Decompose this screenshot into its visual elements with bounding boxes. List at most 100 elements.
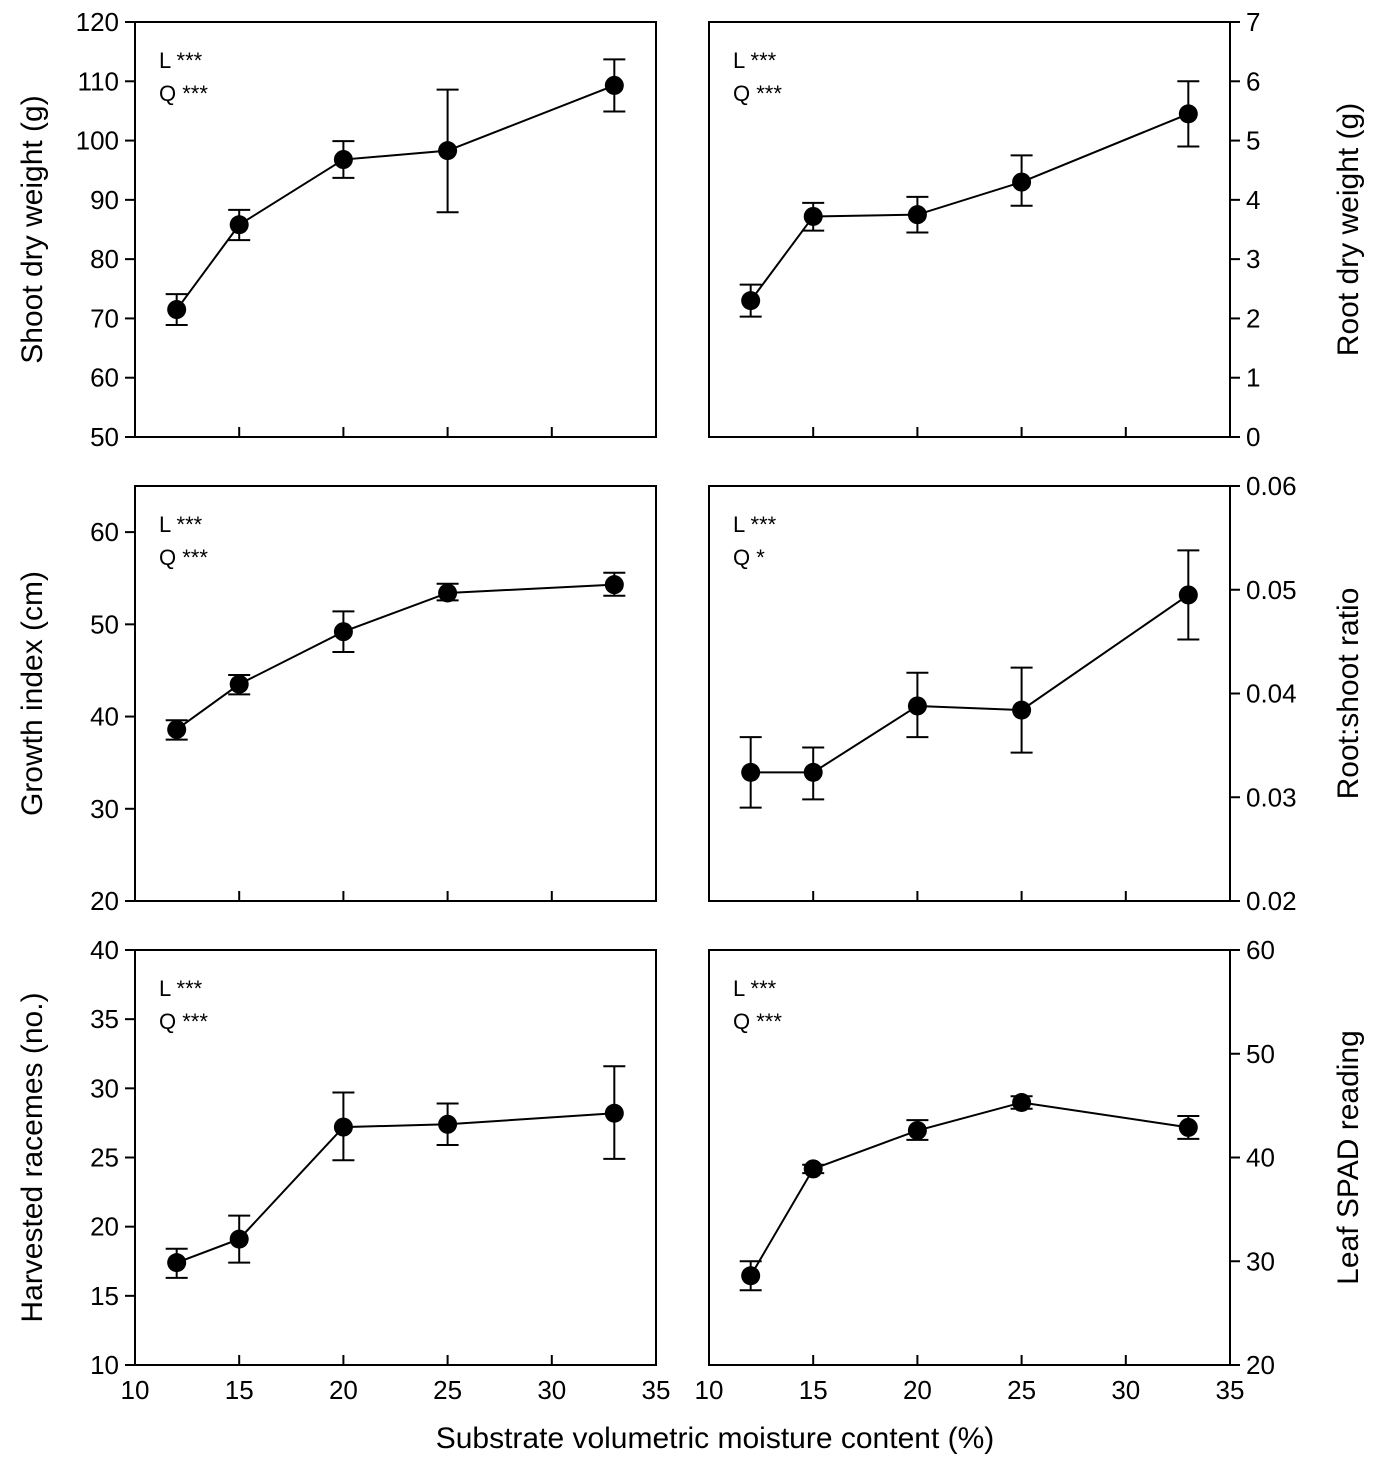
data-point bbox=[229, 1229, 249, 1249]
series-line bbox=[749, 1101, 1189, 1277]
y-tick-label: 120 bbox=[76, 7, 119, 37]
y-tick-label: 0.02 bbox=[1246, 886, 1297, 916]
data-point bbox=[741, 1266, 761, 1286]
series-line bbox=[749, 112, 1189, 302]
y-tick-label: 1 bbox=[1246, 363, 1260, 393]
x-tick-label: 30 bbox=[537, 1375, 566, 1405]
y-tick-label: 100 bbox=[76, 126, 119, 156]
plot-frame bbox=[708, 949, 1231, 1366]
x-tick-label: 35 bbox=[642, 1375, 671, 1405]
x-tick-label: 20 bbox=[903, 1375, 932, 1405]
data-point bbox=[229, 674, 249, 694]
panel-shoot: 50 60 70 80 90 100 110 120 Shoot dry weight (g) L… bbox=[16, 7, 657, 452]
data-point bbox=[333, 150, 353, 170]
significance-annotation: L *** bbox=[733, 512, 777, 537]
data-point bbox=[333, 1117, 353, 1137]
y-tick-label: 0 bbox=[1246, 422, 1260, 452]
y-tick-label: 25 bbox=[90, 1143, 119, 1173]
y-tick-label: 2 bbox=[1246, 303, 1260, 333]
data-point bbox=[1178, 585, 1198, 605]
y-axis-title: Root:shoot ratio bbox=[1332, 588, 1365, 800]
y-tick-label: 110 bbox=[78, 66, 119, 96]
y-tick-label: 35 bbox=[90, 1004, 119, 1034]
y-tick-label: 70 bbox=[90, 303, 119, 333]
x-axis-label: Substrate volumetric moisture content (%… bbox=[436, 1422, 995, 1455]
panel-root: 0 1 2 3 4 5 6 7 Root dry weight (g) L *** Q *** bbox=[708, 7, 1365, 452]
plot-frame bbox=[134, 21, 657, 438]
data-point bbox=[438, 141, 458, 161]
data-point bbox=[1012, 700, 1032, 720]
y-tick-label: 30 bbox=[1246, 1246, 1275, 1276]
series-line bbox=[176, 583, 615, 731]
data-point bbox=[1178, 1117, 1198, 1137]
significance-annotation: Q *** bbox=[733, 81, 782, 106]
data-point bbox=[741, 291, 761, 311]
y-tick-label: 30 bbox=[90, 794, 119, 824]
y-axis-title: Leaf SPAD reading bbox=[1332, 1030, 1365, 1285]
y-tick-label: 60 bbox=[1246, 935, 1275, 965]
significance-annotation: L *** bbox=[159, 48, 203, 73]
data-point bbox=[1012, 172, 1032, 192]
significance-annotation: Q * bbox=[733, 545, 765, 570]
y-axis-title: Harvested racemes (no.) bbox=[16, 992, 49, 1322]
x-tick-label: 15 bbox=[225, 1375, 254, 1405]
panel-racemes: 10 15 20 25 30 35 10 15 20 25 30 35 40 Harvested race… bbox=[16, 935, 670, 1405]
x-tick-label: 30 bbox=[1111, 1375, 1140, 1405]
significance-annotation: Q *** bbox=[159, 1009, 208, 1034]
data-point bbox=[1012, 1093, 1032, 1113]
y-tick-label: 7 bbox=[1246, 7, 1260, 37]
significance-annotation: Q *** bbox=[159, 81, 208, 106]
data-point bbox=[803, 206, 823, 226]
plot-frame bbox=[134, 485, 657, 902]
y-tick-label: 30 bbox=[90, 1073, 119, 1103]
y-tick-label: 15 bbox=[90, 1281, 119, 1311]
significance-annotation: L *** bbox=[733, 976, 777, 1001]
series-line bbox=[175, 84, 615, 311]
panel-growth: 20 30 40 50 60 Growth index (cm) L *** Q *** bbox=[16, 485, 657, 916]
y-tick-label: 4 bbox=[1246, 185, 1260, 215]
x-tick-label: 35 bbox=[1216, 1375, 1245, 1405]
data-point bbox=[741, 762, 761, 782]
data-point bbox=[803, 762, 823, 782]
data-point bbox=[438, 1114, 458, 1134]
x-tick-label: 15 bbox=[799, 1375, 828, 1405]
data-point bbox=[438, 583, 458, 603]
y-tick-label: 90 bbox=[90, 185, 119, 215]
x-tick-label: 25 bbox=[433, 1375, 462, 1405]
data-point bbox=[803, 1159, 823, 1179]
data-point bbox=[229, 215, 249, 235]
y-tick-label: 60 bbox=[90, 517, 119, 547]
y-tick-label: 80 bbox=[90, 244, 119, 274]
panel-ratio: 0.02 0.03 0.04 0.05 0.06 Root:shoot ratio L **… bbox=[708, 471, 1365, 916]
y-tick-label: 50 bbox=[90, 422, 119, 452]
y-tick-label: 20 bbox=[90, 1212, 119, 1242]
significance-annotation: L *** bbox=[733, 48, 777, 73]
y-tick-label: 0.05 bbox=[1246, 575, 1297, 605]
data-point bbox=[333, 622, 353, 642]
y-axis-title: Root dry weight (g) bbox=[1332, 103, 1365, 356]
x-tick-label: 25 bbox=[1007, 1375, 1036, 1405]
y-tick-label: 40 bbox=[90, 935, 119, 965]
x-tick-label: 10 bbox=[695, 1375, 724, 1405]
plot-frame bbox=[708, 485, 1231, 902]
series-line bbox=[750, 594, 1189, 774]
y-tick-label: 5 bbox=[1246, 126, 1260, 156]
y-tick-label: 40 bbox=[1246, 1143, 1275, 1173]
y-tick-label: 50 bbox=[90, 609, 119, 639]
significance-annotation: L *** bbox=[159, 512, 203, 537]
y-tick-label: 0.04 bbox=[1246, 679, 1297, 709]
significance-annotation: L *** bbox=[159, 976, 203, 1001]
significance-annotation: Q *** bbox=[159, 545, 208, 570]
y-tick-label: 0.03 bbox=[1246, 782, 1297, 812]
data-point bbox=[604, 75, 624, 95]
x-tick-label: 10 bbox=[121, 1375, 150, 1405]
y-axis-title: Growth index (cm) bbox=[16, 571, 49, 816]
y-tick-label: 3 bbox=[1246, 244, 1260, 274]
data-point bbox=[907, 205, 927, 225]
data-point bbox=[167, 300, 187, 320]
y-tick-label: 40 bbox=[90, 702, 119, 732]
plot-frame bbox=[708, 21, 1231, 438]
y-tick-label: 20 bbox=[90, 886, 119, 916]
